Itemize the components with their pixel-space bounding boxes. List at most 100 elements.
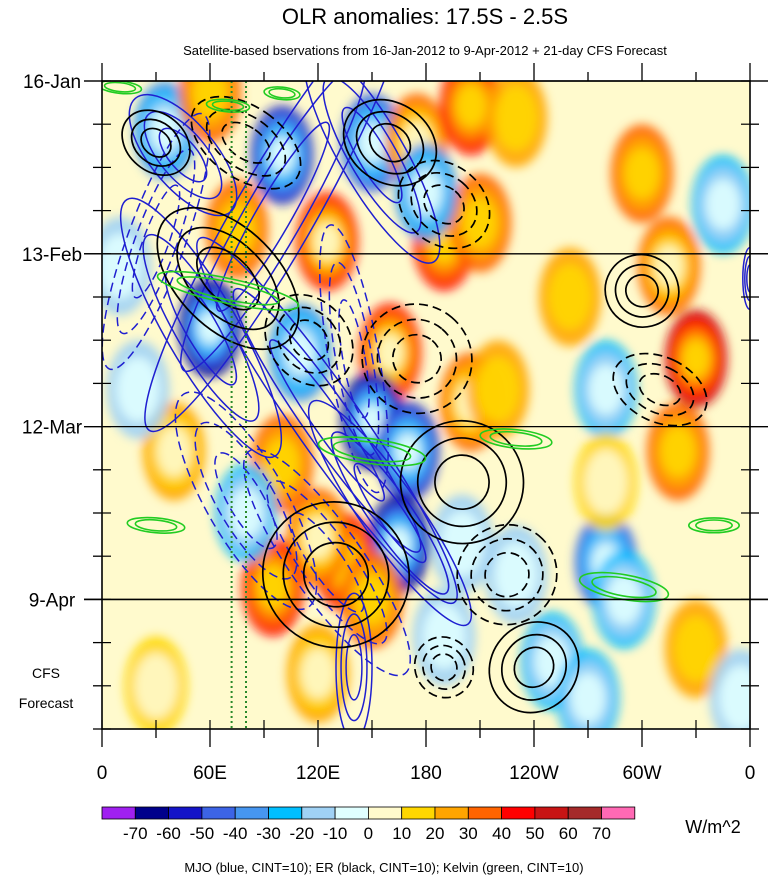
er-contour xyxy=(282,521,390,629)
mjo-contour xyxy=(215,121,331,312)
anomaly-blob xyxy=(624,148,660,199)
colorbar-swatch xyxy=(301,806,336,820)
kelvin-contour xyxy=(134,518,178,532)
kelvin-contour xyxy=(489,430,543,447)
er-contour xyxy=(391,333,443,384)
colorbar-swatch xyxy=(567,806,602,820)
chart-subtitle: Satellite-based bservations from 16-Jan-… xyxy=(183,43,667,58)
mjo-contours xyxy=(102,81,750,729)
anomaly-blob xyxy=(682,340,710,378)
er-contour xyxy=(221,121,271,164)
kelvin-contour xyxy=(687,517,740,534)
mjo-contour xyxy=(353,462,427,564)
er-contour xyxy=(342,98,438,187)
mjo-contour xyxy=(340,613,368,722)
colorbar-swatch xyxy=(334,806,369,820)
colorbar-swatch xyxy=(201,806,236,820)
er-contour xyxy=(500,633,568,701)
mjo-contour xyxy=(194,421,298,580)
x-tick-label: 120W xyxy=(509,763,559,784)
colorbar-swatch xyxy=(434,806,469,820)
colorbar-swatch xyxy=(234,806,269,820)
mjo-contour xyxy=(214,452,278,550)
mjo-contour xyxy=(242,448,412,677)
y-tick-label: 16-Jan xyxy=(23,72,81,93)
er-contour xyxy=(638,372,682,407)
y-tick-label: 9-Apr xyxy=(29,590,76,611)
anomaly-blob xyxy=(116,356,160,423)
x-tick-label: 0 xyxy=(745,763,756,784)
kelvin-contour xyxy=(263,86,301,101)
anomaly-blob xyxy=(456,84,486,127)
kelvin-contour xyxy=(591,575,657,599)
er-contour xyxy=(416,437,508,528)
x-tick-label: 0 xyxy=(97,763,108,784)
kelvin-contour xyxy=(205,98,251,113)
colorbar-label: -70 xyxy=(123,824,148,843)
anomaly-blob xyxy=(258,566,288,609)
colorbar: -70 -60 -50 -40 -30 -20 -10 0 10 20 30 40 50 60 70 xyxy=(101,806,636,843)
anomaly-blob xyxy=(102,233,142,299)
er-contour xyxy=(176,226,280,331)
anomaly-blob xyxy=(705,179,741,230)
mjo-contour xyxy=(144,81,402,433)
er-contour xyxy=(399,419,525,545)
er-contour xyxy=(484,551,530,598)
er-contour xyxy=(190,95,302,190)
reference-lines xyxy=(230,81,247,729)
mjo-contour xyxy=(102,112,211,371)
er-contour xyxy=(614,263,670,318)
er-contour xyxy=(422,644,466,690)
mjo-contour xyxy=(330,431,450,595)
anomaly-blob xyxy=(360,405,384,436)
er-contour xyxy=(288,319,330,362)
colorbar-label: 40 xyxy=(492,824,511,843)
colorbar-swatch xyxy=(367,806,403,820)
mjo-contour xyxy=(196,236,458,605)
er-contour xyxy=(376,318,458,399)
colorbar-swatch xyxy=(501,806,536,820)
er-contour xyxy=(423,184,465,225)
mjo-contour xyxy=(335,592,373,729)
colorbar-units: W/m^2 xyxy=(685,817,740,837)
x-tick-label: 120E xyxy=(296,763,340,784)
mjo-contour xyxy=(345,633,363,701)
er-contour xyxy=(456,523,558,626)
er-contour xyxy=(470,537,544,612)
anomaly-blob xyxy=(300,648,336,699)
kelvin-contour xyxy=(332,440,412,463)
mjo-contour xyxy=(319,224,389,494)
colorbar-label: -10 xyxy=(323,824,348,843)
er-contours xyxy=(121,95,708,714)
er-contour xyxy=(196,246,260,311)
er-contour xyxy=(121,109,191,177)
er-contour xyxy=(488,621,580,714)
anomaly-blob xyxy=(358,124,386,162)
er-contour xyxy=(156,206,300,351)
anomaly-blob xyxy=(584,449,628,515)
kelvin-contours xyxy=(102,81,740,603)
chart-title: OLR anomalies: 17.5S - 2.5S xyxy=(282,4,568,29)
er-contour xyxy=(604,253,680,328)
er-contour xyxy=(624,274,660,308)
er-contour xyxy=(205,108,287,177)
anomaly-blob xyxy=(156,426,192,477)
colorbar-label: 30 xyxy=(459,824,478,843)
colorbar-swatch xyxy=(268,806,303,820)
colorbar-swatch xyxy=(467,806,502,820)
er-contour xyxy=(276,306,342,374)
anomaly-blob xyxy=(570,672,606,724)
er-contour xyxy=(612,352,708,427)
x-tick-label: 60E xyxy=(193,763,227,784)
mjo-contour xyxy=(307,399,473,627)
y-tick-label: 13-Feb xyxy=(22,245,82,266)
plot-area xyxy=(102,81,750,729)
forecast-label-line-1: CFS xyxy=(32,665,60,681)
colorbar-label: -20 xyxy=(290,824,315,843)
colorbar-label: -40 xyxy=(223,824,248,843)
mjo-contour xyxy=(303,81,441,264)
mjo-contour xyxy=(266,480,388,645)
kelvin-contour xyxy=(211,100,245,112)
anomaly-blob xyxy=(719,665,750,729)
